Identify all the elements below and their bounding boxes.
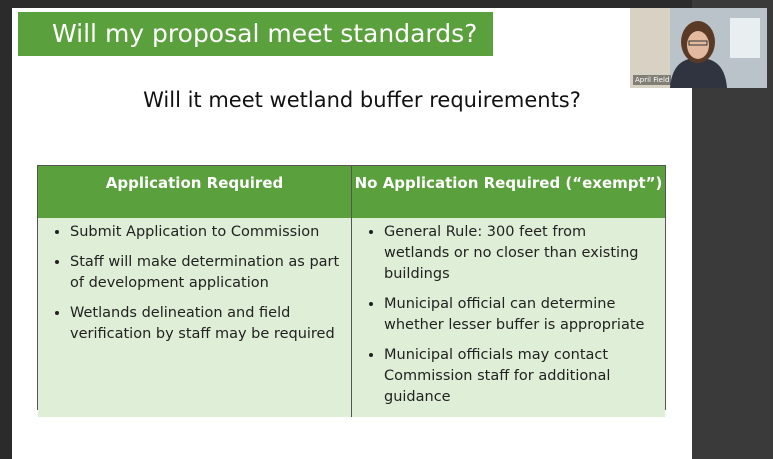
table-cell: Submit Application to Commission Staff wi… <box>38 218 352 417</box>
table-header: Application Required <box>38 166 352 218</box>
slide-title: Will my proposal meet standards? <box>18 12 493 56</box>
slide: Will my proposal meet standards? Will it… <box>12 8 692 459</box>
table-header: No Application Required (“exempt”) <box>352 166 665 218</box>
bullet-item: Municipal officials may contact Commissi… <box>384 345 655 408</box>
bullet-item: Wetlands delineation and field verificat… <box>70 303 341 345</box>
comparison-table: Application Required No Application Requ… <box>37 165 666 417</box>
bullet-item: Staff will make determination as part of… <box>70 252 341 294</box>
bullet-item: Submit Application to Commission <box>70 222 341 243</box>
bullet-item: Municipal official can determine whether… <box>384 294 655 336</box>
bullet-list: Submit Application to Commission Staff wi… <box>38 222 351 345</box>
bullet-list: General Rule: 300 feet from wetlands or … <box>352 222 665 408</box>
table-cell: General Rule: 300 feet from wetlands or … <box>352 218 665 417</box>
slide-subtitle: Will it meet wetland buffer requirements… <box>143 88 581 112</box>
participant-name: April Field <box>633 75 672 85</box>
bullet-item: General Rule: 300 feet from wetlands or … <box>384 222 655 285</box>
video-frame <box>630 8 760 88</box>
participant-video[interactable]: April Field <box>630 8 767 88</box>
